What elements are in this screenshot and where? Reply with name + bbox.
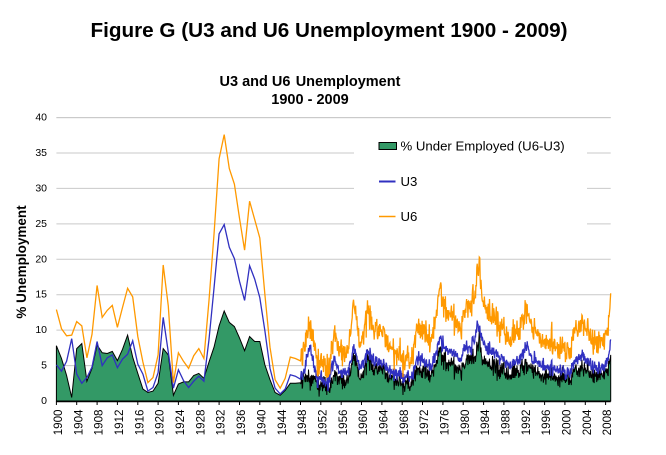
svg-text:1956: 1956 xyxy=(337,410,350,436)
svg-text:U3 and U6 Unemployment: U3 and U6 Unemployment xyxy=(220,74,401,90)
svg-text:40: 40 xyxy=(35,112,47,124)
svg-text:1960: 1960 xyxy=(357,410,370,436)
svg-text:1936: 1936 xyxy=(235,410,248,436)
svg-text:35: 35 xyxy=(35,147,47,159)
svg-text:1940: 1940 xyxy=(255,410,268,436)
svg-text:2008: 2008 xyxy=(601,410,614,436)
svg-text:% Under Employed (U6-U3): % Under Employed (U6-U3) xyxy=(401,139,565,154)
svg-text:1944: 1944 xyxy=(276,409,289,435)
svg-text:2004: 2004 xyxy=(581,409,594,435)
svg-text:1976: 1976 xyxy=(439,410,452,436)
svg-text:1984: 1984 xyxy=(479,409,492,435)
svg-text:20: 20 xyxy=(35,253,47,265)
svg-text:1972: 1972 xyxy=(418,410,431,436)
svg-text:1948: 1948 xyxy=(296,410,309,436)
svg-text:15: 15 xyxy=(35,289,47,301)
svg-text:5: 5 xyxy=(41,360,47,372)
svg-text:1988: 1988 xyxy=(500,410,513,436)
svg-text:1900: 1900 xyxy=(52,410,65,436)
svg-text:1952: 1952 xyxy=(316,410,329,436)
svg-text:1916: 1916 xyxy=(133,410,146,436)
svg-text:25: 25 xyxy=(35,218,47,230)
svg-text:1980: 1980 xyxy=(459,410,472,436)
svg-text:1912: 1912 xyxy=(113,410,126,436)
svg-text:10: 10 xyxy=(35,324,47,336)
svg-text:U3: U3 xyxy=(401,174,418,189)
svg-text:1968: 1968 xyxy=(398,410,411,436)
svg-text:1900 - 2009: 1900 - 2009 xyxy=(271,92,348,108)
svg-text:1920: 1920 xyxy=(154,410,167,436)
svg-text:1932: 1932 xyxy=(215,410,228,436)
svg-text:1908: 1908 xyxy=(93,410,106,436)
svg-text:1992: 1992 xyxy=(520,410,533,436)
svg-text:% Unemployment: % Unemployment xyxy=(14,205,29,319)
svg-text:0: 0 xyxy=(41,395,47,407)
svg-text:30: 30 xyxy=(35,182,47,194)
svg-text:1964: 1964 xyxy=(378,409,391,435)
svg-text:U6: U6 xyxy=(401,209,418,224)
svg-text:1928: 1928 xyxy=(194,410,207,436)
svg-text:1904: 1904 xyxy=(72,409,85,435)
svg-text:1996: 1996 xyxy=(540,410,553,436)
svg-text:2000: 2000 xyxy=(561,410,574,436)
svg-text:1924: 1924 xyxy=(174,409,187,435)
svg-text:Figure G (U3 and U6 Unemployme: Figure G (U3 and U6 Unemployment 1900 - … xyxy=(90,19,567,42)
